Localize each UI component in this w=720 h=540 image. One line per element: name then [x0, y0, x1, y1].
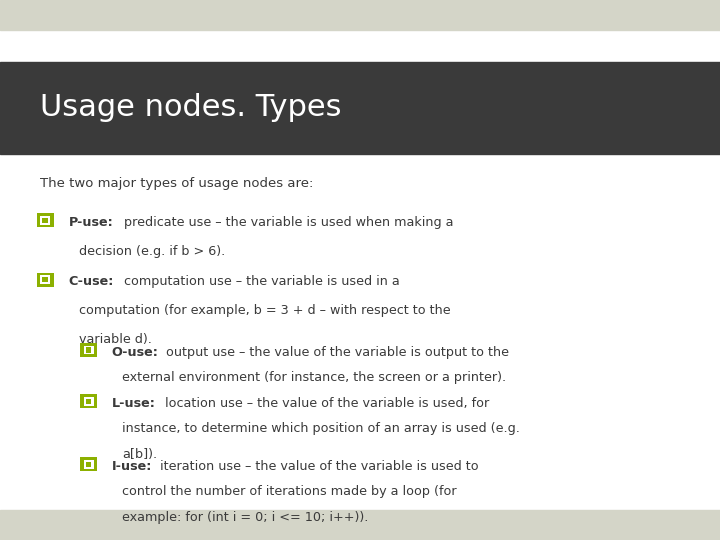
FancyBboxPatch shape [86, 347, 91, 353]
Text: computation (for example, b = 3 + d – with respect to the: computation (for example, b = 3 + d – wi… [79, 304, 451, 317]
Text: example: for (int i = 0; i <= 10; i++)).: example: for (int i = 0; i <= 10; i++)). [122, 511, 369, 524]
Text: a[b]).: a[b]). [122, 448, 158, 461]
Text: iteration use – the value of the variable is used to: iteration use – the value of the variabl… [156, 460, 479, 473]
FancyBboxPatch shape [40, 216, 50, 225]
Text: The two major types of usage nodes are:: The two major types of usage nodes are: [40, 177, 313, 190]
FancyBboxPatch shape [37, 273, 54, 287]
Bar [0, 62, 720, 154]
Text: external environment (for instance, the screen or a printer).: external environment (for instance, the … [122, 371, 507, 384]
Text: C-use:: C-use: [68, 275, 114, 288]
Text: L-use:: L-use: [112, 397, 156, 410]
Text: computation use – the variable is used in a: computation use – the variable is used i… [120, 275, 400, 288]
FancyBboxPatch shape [42, 277, 48, 282]
Text: Usage nodes. Types: Usage nodes. Types [40, 93, 341, 123]
Text: location use – the value of the variable is used, for: location use – the value of the variable… [161, 397, 489, 410]
Text: variable d).: variable d). [79, 333, 152, 346]
FancyBboxPatch shape [84, 397, 94, 406]
FancyBboxPatch shape [37, 213, 54, 227]
Text: decision (e.g. if b > 6).: decision (e.g. if b > 6). [79, 245, 225, 258]
Text: control the number of iterations made by a loop (for: control the number of iterations made by… [122, 485, 457, 498]
FancyBboxPatch shape [86, 399, 91, 404]
FancyBboxPatch shape [80, 457, 97, 471]
Bar [0, 0, 720, 30]
FancyBboxPatch shape [84, 460, 94, 469]
Text: P-use:: P-use: [68, 216, 113, 229]
FancyBboxPatch shape [80, 394, 97, 408]
Text: output use – the value of the variable is output to the: output use – the value of the variable i… [162, 346, 509, 359]
Bar [0, 510, 720, 540]
Text: I-use:: I-use: [112, 460, 152, 473]
FancyBboxPatch shape [42, 218, 48, 223]
Text: predicate use – the variable is used when making a: predicate use – the variable is used whe… [120, 216, 454, 229]
FancyBboxPatch shape [80, 343, 97, 357]
FancyBboxPatch shape [40, 275, 50, 284]
FancyBboxPatch shape [86, 462, 91, 467]
Text: instance, to determine which position of an array is used (e.g.: instance, to determine which position of… [122, 422, 521, 435]
FancyBboxPatch shape [84, 346, 94, 354]
Text: O-use:: O-use: [112, 346, 158, 359]
